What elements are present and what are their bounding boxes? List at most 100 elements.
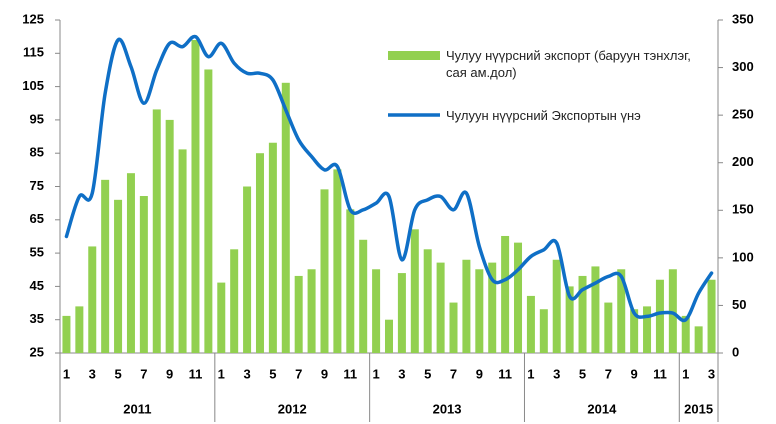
x-tick-label: 5 bbox=[579, 366, 586, 381]
legend-label: Чулуун нүүрсний Экспортын үнэ bbox=[446, 108, 641, 123]
y2-tick-label: 150 bbox=[732, 202, 754, 217]
x-group-label: 2014 bbox=[587, 401, 617, 416]
bar bbox=[126, 173, 135, 353]
bar bbox=[449, 302, 458, 353]
y-tick-label: 115 bbox=[23, 45, 44, 60]
x-tick-label: 3 bbox=[708, 366, 715, 381]
y2-tick-label: 200 bbox=[732, 154, 754, 169]
bar bbox=[514, 242, 523, 353]
bar bbox=[617, 269, 626, 353]
y-tick-label: 45 bbox=[30, 278, 44, 293]
x-tick-label: 11 bbox=[498, 366, 512, 381]
y-tick-label: 35 bbox=[30, 311, 44, 326]
y2-tick-label: 100 bbox=[732, 249, 754, 264]
x-tick-label: 7 bbox=[140, 366, 147, 381]
bar bbox=[191, 39, 200, 353]
y-tick-label: 25 bbox=[30, 344, 44, 359]
bar bbox=[552, 259, 561, 353]
bar bbox=[630, 309, 639, 353]
y2-tick-label: 350 bbox=[732, 11, 754, 26]
bar bbox=[75, 306, 84, 353]
bar bbox=[565, 286, 574, 353]
x-tick-label: 1 bbox=[63, 366, 70, 381]
x-tick-label: 3 bbox=[398, 366, 405, 381]
bar bbox=[294, 275, 303, 353]
legend-swatch bbox=[388, 51, 440, 60]
bar bbox=[643, 306, 652, 353]
bar bbox=[346, 209, 355, 353]
x-group-label: 2015 bbox=[684, 401, 713, 416]
bar bbox=[397, 273, 406, 353]
y2-tick-label: 300 bbox=[732, 59, 754, 74]
bar bbox=[114, 199, 123, 353]
x-tick-label: 11 bbox=[343, 366, 357, 381]
bar bbox=[359, 239, 368, 353]
bar bbox=[88, 246, 97, 353]
bar bbox=[423, 249, 432, 353]
x-group-label: 2011 bbox=[123, 401, 151, 416]
x-tick-label: 1 bbox=[527, 366, 534, 381]
bar bbox=[604, 302, 613, 353]
bar bbox=[539, 309, 548, 353]
bar bbox=[694, 326, 703, 353]
bar bbox=[333, 169, 342, 353]
y-tick-label: 65 bbox=[30, 211, 44, 226]
x-group-label: 2012 bbox=[278, 401, 307, 416]
bar bbox=[655, 279, 664, 353]
bar bbox=[475, 269, 484, 353]
bar bbox=[410, 229, 419, 353]
bar bbox=[255, 153, 264, 353]
x-tick-label: 5 bbox=[114, 366, 121, 381]
x-tick-label: 11 bbox=[189, 366, 203, 381]
bar bbox=[268, 142, 277, 353]
bar bbox=[152, 109, 161, 353]
bar bbox=[591, 266, 600, 353]
bar bbox=[436, 262, 445, 353]
y-tick-label: 85 bbox=[30, 145, 44, 160]
y-tick-label: 75 bbox=[30, 178, 44, 193]
bar bbox=[668, 269, 677, 353]
bar bbox=[178, 149, 187, 353]
bar bbox=[681, 315, 690, 353]
x-tick-label: 7 bbox=[605, 366, 612, 381]
bar bbox=[501, 235, 510, 353]
bar bbox=[385, 319, 393, 353]
bar bbox=[217, 282, 226, 353]
x-tick-label: 1 bbox=[218, 366, 225, 381]
x-tick-label: 9 bbox=[166, 366, 173, 381]
x-tick-label: 11 bbox=[653, 366, 667, 381]
bar bbox=[139, 196, 148, 353]
bar bbox=[101, 179, 110, 353]
x-tick-label: 3 bbox=[89, 366, 96, 381]
x-tick-label: 5 bbox=[269, 366, 276, 381]
x-tick-label: 1 bbox=[682, 366, 689, 381]
bar bbox=[281, 82, 290, 354]
y-tick-label: 125 bbox=[22, 11, 44, 26]
bar bbox=[578, 275, 587, 353]
bar bbox=[243, 186, 252, 353]
y2-tick-label: 50 bbox=[732, 297, 746, 312]
x-tick-label: 9 bbox=[476, 366, 483, 381]
bar bbox=[204, 69, 213, 353]
bar bbox=[230, 249, 239, 353]
x-tick-label: 1 bbox=[372, 366, 379, 381]
x-tick-label: 3 bbox=[553, 366, 560, 381]
y-tick-label: 105 bbox=[22, 78, 44, 93]
bar bbox=[707, 279, 716, 353]
x-tick-label: 5 bbox=[424, 366, 431, 381]
bar bbox=[62, 315, 71, 353]
bar bbox=[526, 295, 535, 353]
x-tick-label: 3 bbox=[243, 366, 250, 381]
bar bbox=[488, 262, 497, 353]
x-tick-label: 7 bbox=[295, 366, 302, 381]
x-tick-label: 9 bbox=[631, 366, 638, 381]
x-tick-label: 9 bbox=[321, 366, 328, 381]
bar bbox=[165, 119, 174, 354]
bar bbox=[307, 269, 316, 353]
line bbox=[64, 34, 714, 323]
legend-label: Чулуу нүүрсний экспорт (баруун тэнхлэг, … bbox=[446, 48, 691, 80]
y2-tick-label: 250 bbox=[732, 107, 754, 122]
x-tick-label: 7 bbox=[450, 366, 457, 381]
